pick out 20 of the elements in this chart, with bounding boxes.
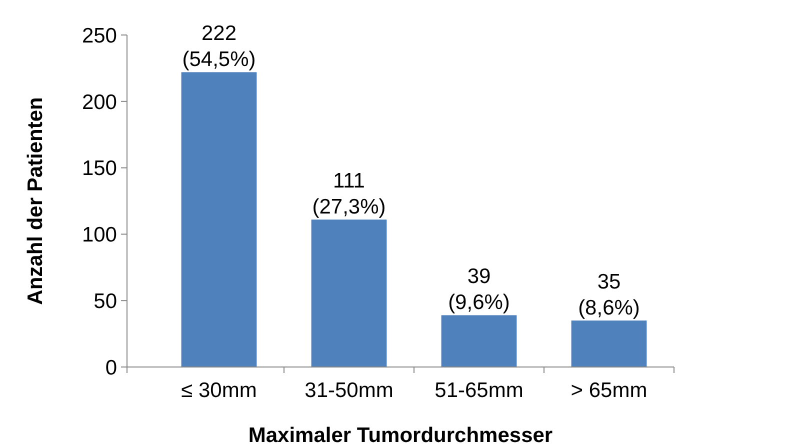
y-tick-label: 100: [82, 224, 117, 247]
bar: [441, 315, 517, 367]
y-tick-label: 50: [94, 290, 117, 313]
bar: [311, 220, 387, 367]
x-tick-label: ≤ 30mm: [181, 379, 257, 402]
data-label: 39 (9,6%): [448, 265, 510, 314]
data-label: 35 (8,6%): [578, 270, 640, 320]
data-label: 222 (54,5%): [182, 22, 256, 72]
data-label: 111 (27,3%): [312, 170, 386, 219]
x-tick-label: > 65mm: [570, 379, 648, 402]
y-tick-label: 150: [82, 157, 117, 180]
bar: [181, 72, 257, 367]
x-tick-label: 31-50mm: [304, 379, 394, 402]
y-tick-label: 250: [82, 24, 117, 48]
x-axis-title: Maximaler Tumordurchmesser: [248, 424, 553, 447]
y-tick-label: 0: [105, 356, 117, 380]
y-tick-label: 200: [82, 90, 117, 114]
x-tick-label: 51-65mm: [434, 379, 524, 402]
bar: [571, 320, 647, 367]
y-axis-title: Anzahl der Patienten: [24, 97, 47, 305]
